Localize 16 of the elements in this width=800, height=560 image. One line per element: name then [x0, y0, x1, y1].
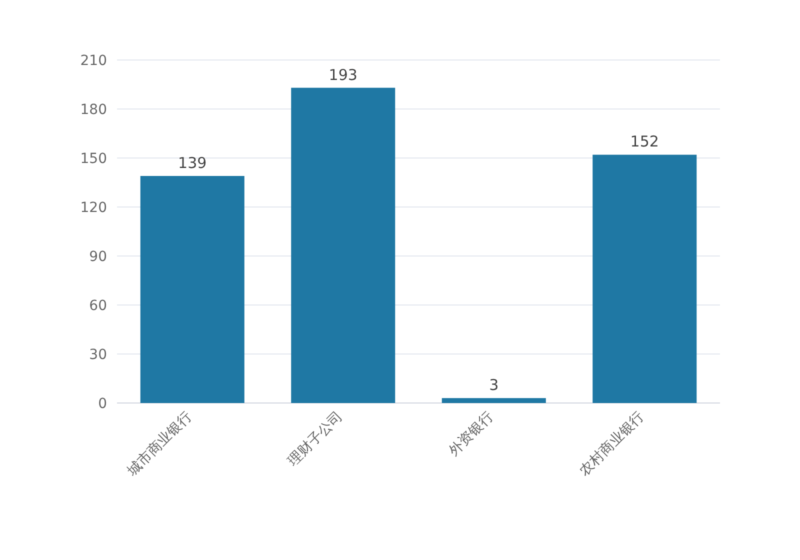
- x-tick-label: 理财子公司: [285, 408, 346, 470]
- y-tick-label: 90: [89, 249, 107, 265]
- data-label: 3: [489, 376, 499, 394]
- y-tick-label: 0: [98, 396, 107, 412]
- y-tick-label: 120: [80, 200, 107, 216]
- y-tick-label: 180: [80, 102, 107, 118]
- x-tick-label: 农村商业银行: [576, 408, 648, 480]
- y-tick-label: 30: [89, 347, 107, 363]
- y-tick-label: 150: [80, 151, 107, 167]
- data-label: 193: [328, 66, 358, 84]
- y-tick-label: 210: [80, 53, 107, 69]
- x-tick-label: 城市商业银行: [124, 408, 196, 480]
- x-tick-label: 外资银行: [446, 408, 497, 460]
- data-label: 152: [630, 132, 659, 151]
- y-tick-label: 60: [89, 298, 107, 314]
- data-label: 139: [178, 154, 207, 172]
